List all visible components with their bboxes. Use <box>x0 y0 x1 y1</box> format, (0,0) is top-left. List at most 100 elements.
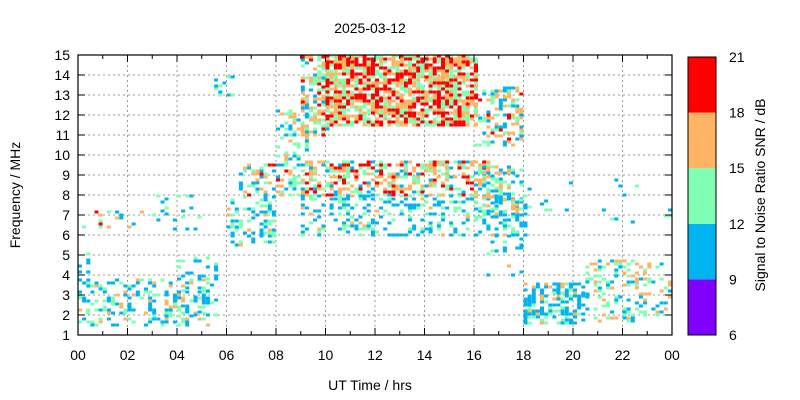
data-point <box>375 93 379 97</box>
data-point <box>189 281 194 285</box>
data-point <box>78 296 82 300</box>
data-point <box>511 212 516 216</box>
data-point <box>461 123 466 127</box>
data-point <box>379 172 384 176</box>
data-point <box>201 274 206 278</box>
data-point <box>346 187 351 191</box>
data-point <box>399 78 404 82</box>
data-point <box>375 108 379 112</box>
data-point <box>342 105 346 109</box>
data-point <box>424 75 429 79</box>
data-point <box>370 102 375 106</box>
data-point <box>342 72 346 76</box>
data-point <box>581 285 586 289</box>
data-point <box>300 58 305 62</box>
data-point <box>527 315 532 319</box>
data-point <box>197 274 202 278</box>
data-point <box>416 233 421 237</box>
data-point <box>313 115 318 119</box>
data-point <box>197 215 202 219</box>
data-point <box>441 212 445 216</box>
data-point <box>474 171 478 175</box>
data-point <box>441 120 445 124</box>
data-point <box>399 233 404 237</box>
data-point <box>465 227 470 231</box>
data-point <box>238 243 243 247</box>
data-point <box>618 295 623 299</box>
data-point <box>354 57 359 61</box>
data-point <box>601 292 606 296</box>
data-point <box>428 221 433 225</box>
data-point <box>304 227 309 231</box>
data-point <box>342 57 346 61</box>
data-point <box>540 288 544 292</box>
data-point <box>185 194 190 198</box>
data-point <box>383 84 388 88</box>
data-point <box>432 166 437 170</box>
data-point <box>449 87 454 91</box>
data-point <box>234 207 239 211</box>
data-point <box>375 69 379 73</box>
data-point <box>329 78 334 82</box>
data-point <box>127 287 132 291</box>
data-point <box>329 87 334 91</box>
data-point <box>321 79 326 83</box>
data-point <box>164 206 169 210</box>
data-point <box>387 120 392 124</box>
data-point <box>271 169 276 173</box>
data-point <box>370 230 375 234</box>
data-point <box>482 221 487 225</box>
data-point <box>296 127 301 131</box>
data-point <box>259 175 264 179</box>
data-point <box>449 224 454 228</box>
data-point <box>449 93 454 97</box>
data-point <box>329 96 334 100</box>
data-point <box>441 78 445 82</box>
data-point <box>502 233 507 237</box>
data-point <box>383 209 388 213</box>
data-point <box>296 181 301 185</box>
data-point <box>358 194 363 198</box>
data-point <box>593 289 598 293</box>
data-point <box>420 102 425 106</box>
data-point <box>403 163 408 167</box>
data-point <box>432 60 437 64</box>
data-point <box>449 123 454 127</box>
data-point <box>659 262 664 266</box>
data-point <box>333 60 338 64</box>
data-point <box>362 69 367 73</box>
data-point <box>362 212 367 216</box>
data-point <box>527 321 532 325</box>
data-point <box>412 105 417 109</box>
data-point <box>366 123 371 127</box>
data-point <box>300 103 305 107</box>
data-point <box>333 81 338 85</box>
data-point <box>436 224 441 228</box>
x-tick-label: 16 <box>466 347 482 363</box>
data-point <box>432 160 437 164</box>
data-point <box>362 169 367 173</box>
data-point <box>453 96 458 100</box>
data-point <box>86 311 91 315</box>
data-point <box>478 187 483 191</box>
data-point <box>453 108 458 112</box>
data-point <box>416 81 421 85</box>
data-point <box>267 240 272 244</box>
data-point <box>540 294 544 298</box>
data-point <box>267 207 272 211</box>
data-point <box>432 102 437 106</box>
data-point <box>474 201 478 205</box>
data-point <box>436 221 441 225</box>
data-point <box>387 233 392 237</box>
data-point <box>226 213 231 217</box>
data-point <box>597 295 602 299</box>
data-point <box>577 300 582 304</box>
data-point <box>362 111 367 115</box>
data-point <box>445 66 450 70</box>
data-point <box>630 259 635 263</box>
data-point <box>251 210 256 214</box>
data-point <box>98 213 103 217</box>
x-tick-label: 12 <box>367 347 383 363</box>
data-point <box>243 190 247 194</box>
data-point <box>259 222 264 226</box>
